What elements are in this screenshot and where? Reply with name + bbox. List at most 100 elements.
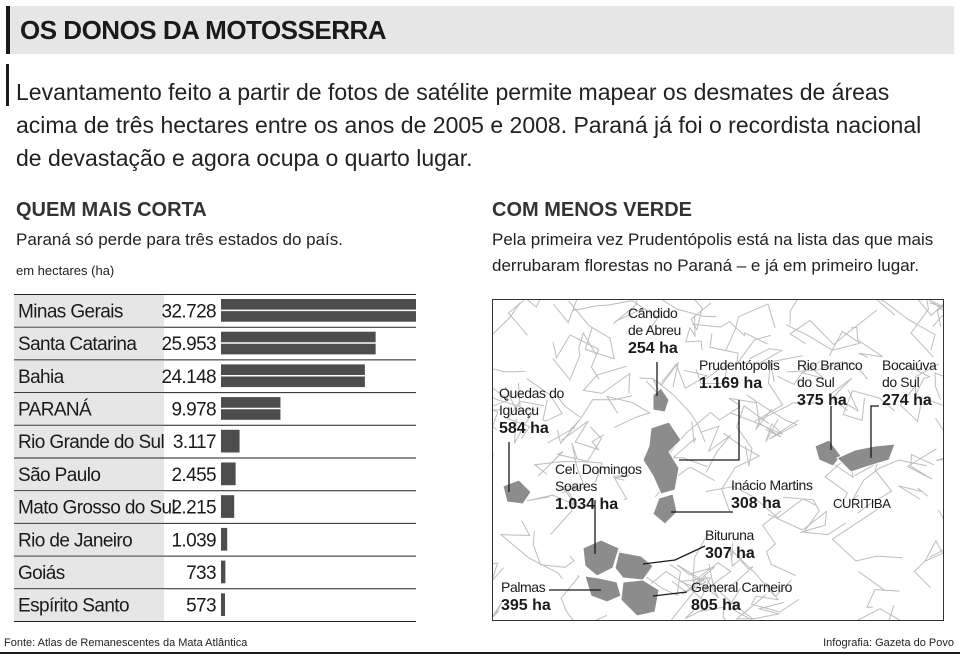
leader-line [870,405,879,458]
value-label: 32.728 [161,301,216,322]
border-line [676,564,707,595]
category-label: Espírito Santo [18,596,129,617]
border-line [786,361,868,380]
border-line [695,364,728,385]
left-section-title: QUEM MAIS CORTA [16,199,207,221]
border-line [504,386,536,444]
place-name: Soares [555,478,597,494]
place-value: 584 ha [499,420,549,437]
border-line [755,402,821,431]
border-line [725,303,776,351]
category-cell [14,589,164,621]
category-label: PARANÁ [18,399,92,420]
place-name: Inácio Martins [731,477,813,493]
category-cell [14,295,164,327]
value-label: 573 [186,596,216,617]
category-label: São Paulo [18,465,100,486]
place-name: Bituruna [705,527,755,543]
place-name: Cel. Domingos [555,461,642,477]
border-line [903,363,940,396]
place-value: 274 ha [882,392,932,409]
value-label: 24.148 [161,367,216,388]
border-line [493,302,526,373]
unit-label: em hectares (ha) [16,263,115,278]
border-line [748,348,803,365]
lead-paragraph: Levantamento feito a partir de fotos de … [16,79,922,171]
border-line [560,575,608,620]
left-section-subtitle: Paraná só perde para três estados do paí… [16,230,343,249]
region-bituruna [614,551,654,581]
category-cell [14,425,164,458]
leader-line [642,545,706,565]
border-line [917,300,943,328]
leader-line [679,400,740,461]
border-line [552,331,597,381]
border-line [606,395,651,429]
bar [221,462,236,486]
region-prudentopolis [642,421,682,495]
border-line [898,485,929,500]
category-label: Santa Catarina [18,334,137,355]
border-line [493,387,510,411]
border-line [507,300,528,336]
place-name: General Carneiro [691,579,793,595]
place-name: do Sul [882,374,920,390]
border-line [921,372,943,406]
border-line [639,377,706,443]
border-line [550,485,579,535]
border-line [493,602,503,618]
header-bar: OS DONOS DA MOTOSSERRA [6,6,954,54]
border-line [851,459,927,501]
border-line [685,315,703,351]
border-line [724,543,754,592]
value-label: 733 [186,563,216,584]
region-cel-domingos-soares [582,539,620,577]
border-line [824,454,854,508]
category-label: Mato Grosso do Sul [18,498,175,519]
border-line [913,539,943,589]
border-line [906,448,937,480]
region-general-carneiro [620,579,660,617]
value-label: 2.455 [171,465,216,486]
place-value: 395 ha [501,597,551,614]
border-line [730,412,783,443]
border-line [876,300,936,351]
border-line [910,300,943,358]
border-line [568,300,615,360]
place-name: Rio Branco [797,357,863,373]
border-line [661,363,709,390]
border-line [552,334,600,380]
value-label: 3.117 [173,432,216,453]
place-name: Palmas [501,579,546,595]
border-line [736,405,770,467]
place-name: Iguaçu [499,402,539,418]
border-line [650,570,711,619]
right-section-subtitle-1: Pela primeira vez Prudentópolis está na … [492,230,934,249]
border-line [789,309,878,346]
bottom-rule [0,652,960,654]
border-line [828,377,860,413]
bar-chart: Minas Gerais 32.728 Santa Catarina 25.953 Ba… [14,294,416,622]
region-bocaiuva-do-sul [836,443,896,473]
lead-accent-bar [6,64,9,106]
page-title: OS DONOS DA MOTOSSERRA [20,15,387,45]
place-name: Quedas do [499,385,565,401]
place-value: 254 ha [628,340,678,357]
place-name: Prudentópolis [699,357,780,373]
bar [221,495,235,518]
border-line [493,382,521,408]
border-line [728,587,784,620]
border-line [929,300,943,328]
place-name: Bocaiúva [882,357,937,373]
category-cell [14,458,164,491]
municipality-borders [493,300,943,620]
border-line [899,386,925,423]
right-section-subtitle-2: derrubaram florestas no Paraná – e já em… [492,256,920,275]
border-line [700,425,731,473]
place-value: 805 ha [691,597,741,614]
value-label: 2.215 [171,498,216,519]
border-line [493,409,499,457]
right-section-title: COM MENOS VERDE [492,199,693,221]
category-label: Bahia [18,367,65,388]
